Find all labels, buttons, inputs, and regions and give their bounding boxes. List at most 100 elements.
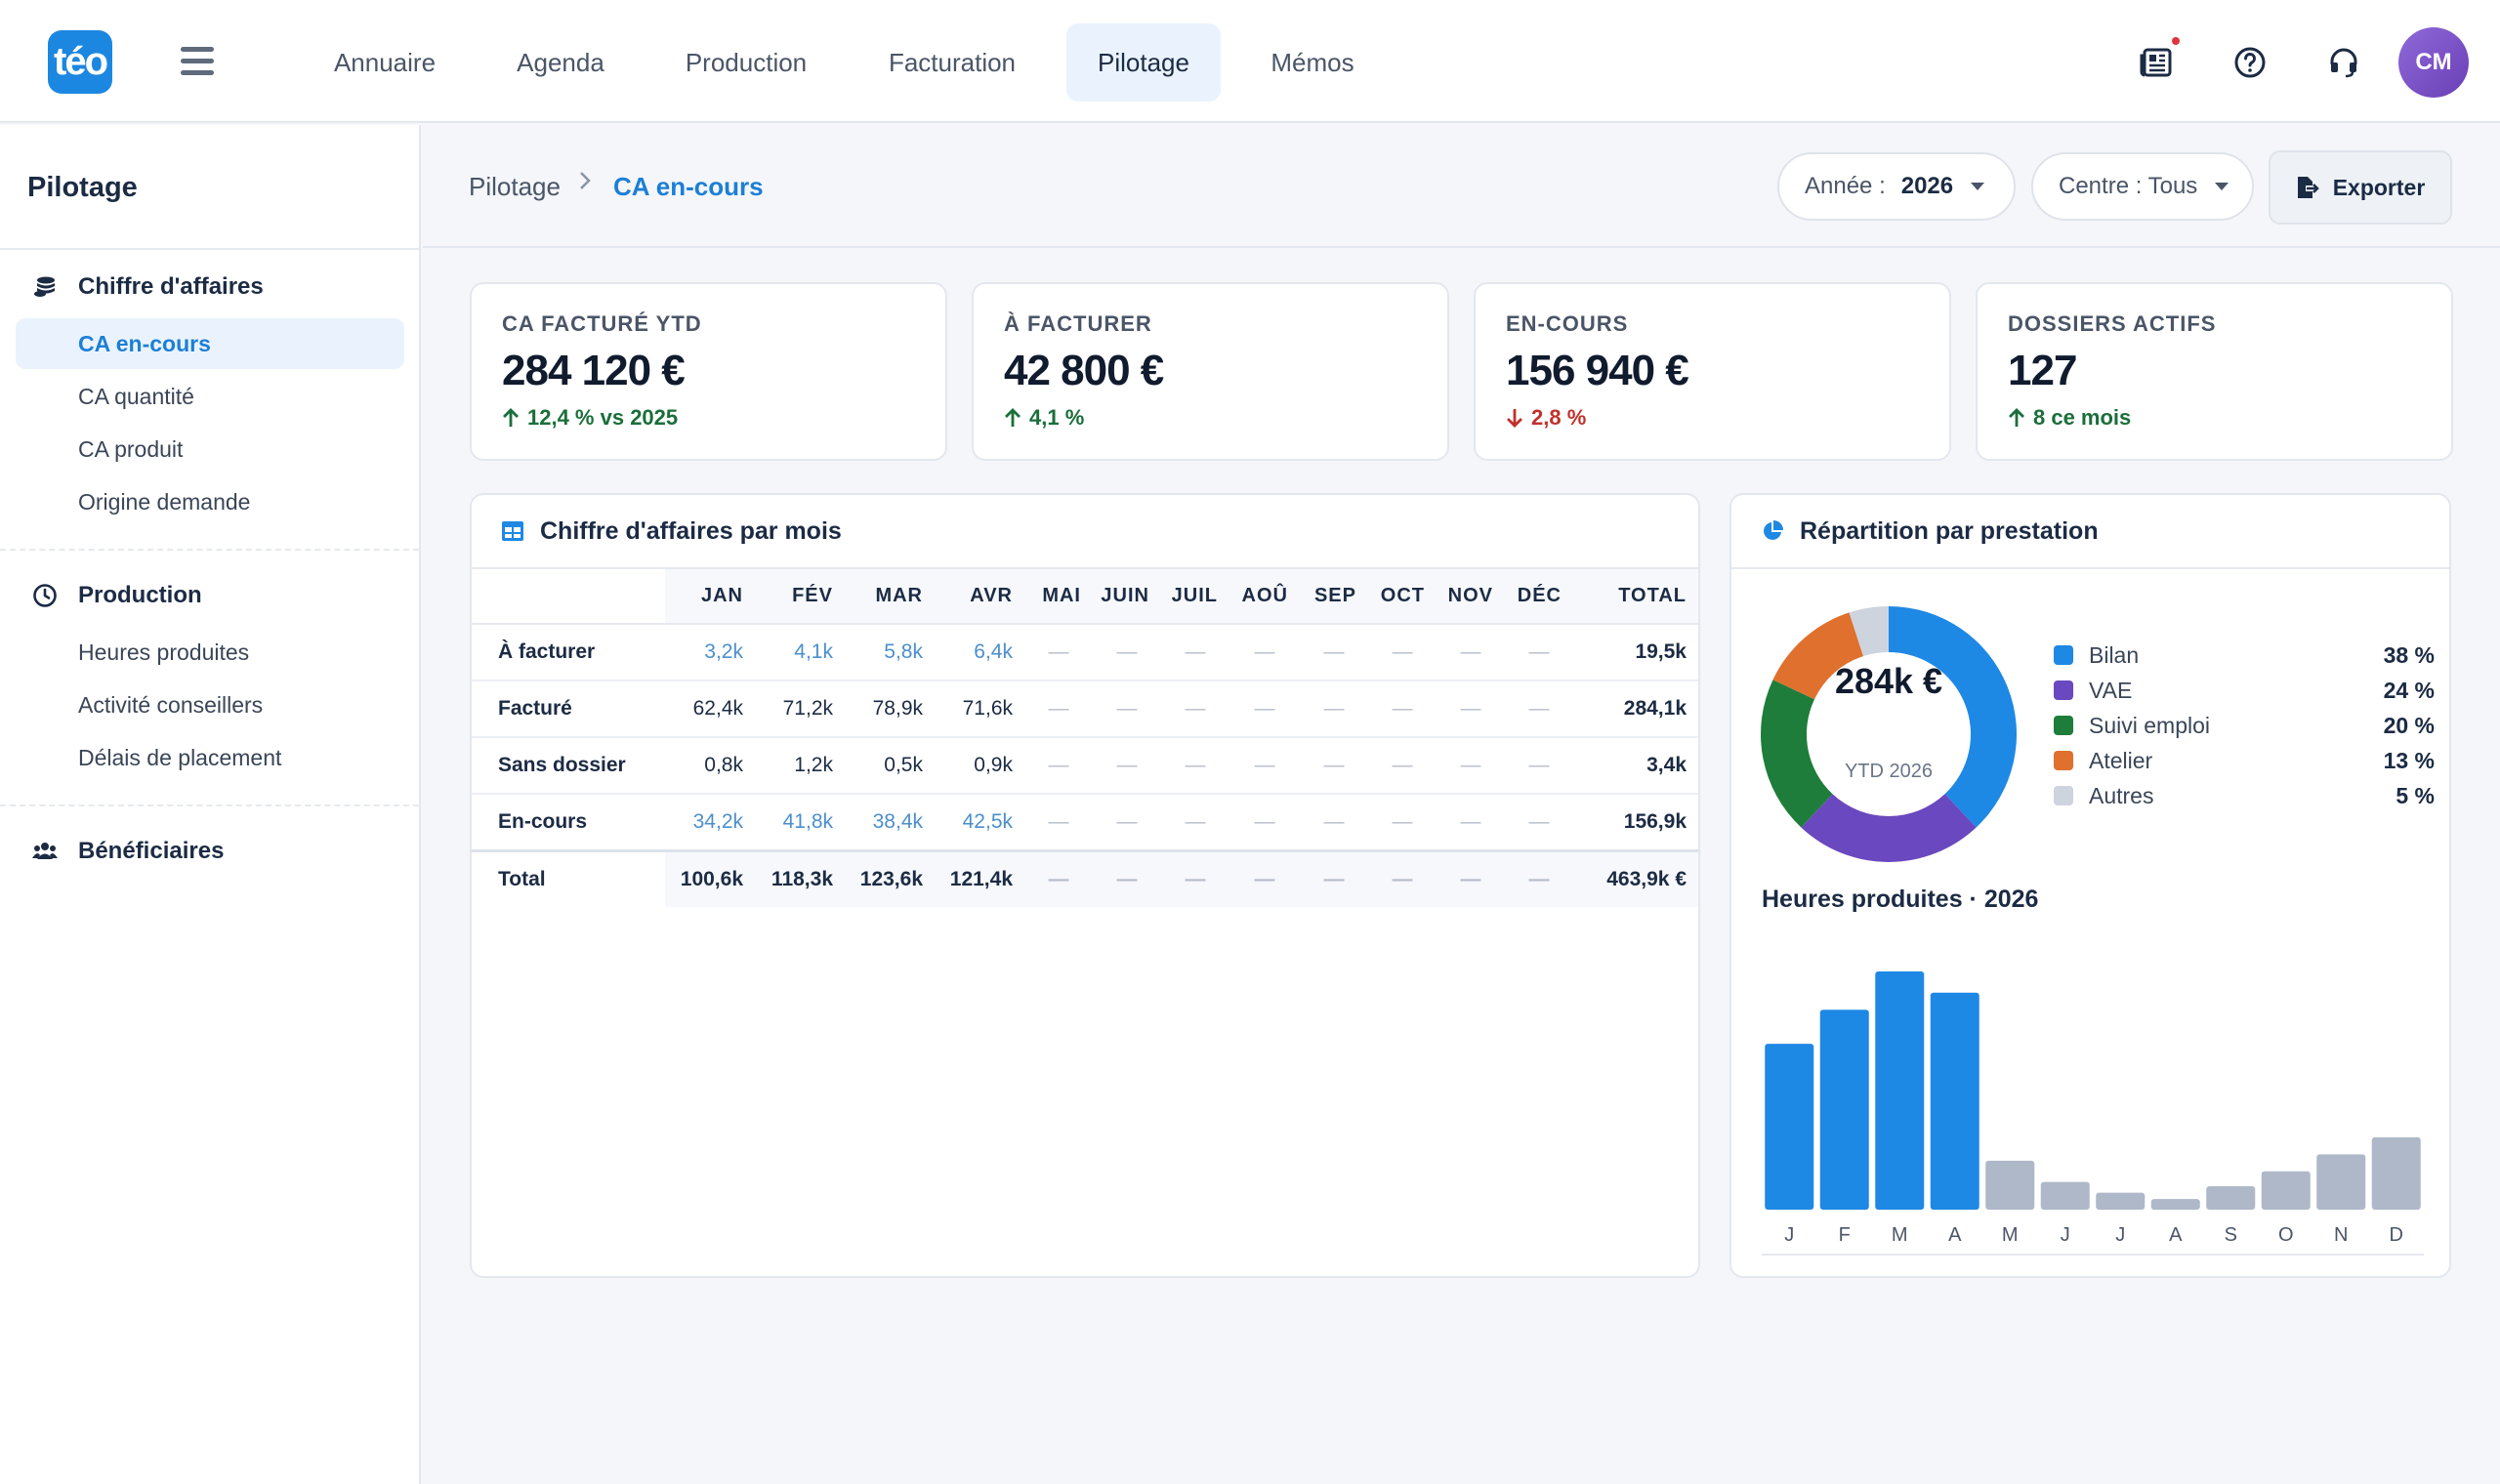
table-header-cell[interactable]: AOÛ	[1229, 569, 1300, 625]
table-header-cell[interactable]: TOTAL	[1573, 569, 1698, 625]
table-cell: —	[1161, 794, 1229, 851]
sidebar-group-beneficiaires[interactable]: Bénéficiaires	[31, 838, 224, 865]
chevron-down-icon	[1971, 183, 1985, 190]
nav-tab-production[interactable]: Production	[685, 47, 808, 77]
menu-toggle-icon[interactable]	[181, 47, 214, 76]
table-header-cell[interactable]: MAR	[845, 569, 935, 625]
table-cell: —	[1437, 848, 1505, 907]
sidebar-item-heures-produites[interactable]: Heures produites	[78, 639, 250, 665]
table-cell: —	[1229, 794, 1300, 851]
bar-4[interactable]	[1985, 1160, 2035, 1210]
table-row[interactable]: À facturer 3,2k 4,1k 5,8k 6,4k — — — — — — — —19,5k	[472, 624, 1698, 681]
bar-6[interactable]	[2096, 1192, 2146, 1210]
table-header-cell[interactable]: OCT	[1368, 569, 1437, 625]
bar-tick-label: J	[2061, 1224, 2070, 1246]
sidebar-item-ca-produit[interactable]: CA produit	[78, 435, 184, 462]
kpi-label: DOSSIERS ACTIFS	[2008, 311, 2217, 336]
table-cell: —	[1024, 794, 1093, 851]
bar-tick-label: D	[2390, 1224, 2403, 1246]
nav-tab-agenda[interactable]: Agenda	[517, 47, 604, 77]
repartition-panel: Répartition par prestation 284k € YTD 20…	[1729, 493, 2451, 1278]
centre-select-label: Centre : Tous	[2059, 173, 2198, 199]
user-avatar[interactable]: CM	[2398, 27, 2469, 98]
year-select-value: 2026	[1900, 173, 1954, 199]
arrow-up-icon	[2008, 407, 2025, 429]
legend-swatch	[2054, 680, 2073, 700]
table-cell: —	[1093, 737, 1161, 795]
nav-tab-annuaire[interactable]: Annuaire	[333, 47, 437, 77]
news-icon[interactable]	[2137, 37, 2180, 82]
donut-slice-vae[interactable]	[1801, 794, 1977, 862]
sidebar-item-activite-conseillers[interactable]: Activité conseillers	[78, 691, 264, 718]
table-header-cell[interactable]: NOV	[1437, 569, 1505, 625]
donut-slice-suivi-emploi[interactable]	[1761, 680, 1833, 828]
table-row[interactable]: Facturé 62,4k 71,2k 78,9k 71,6k — — — — — — — —284,1…	[472, 680, 1698, 738]
sidebar-item-origine-demande[interactable]: Origine demande	[78, 488, 251, 515]
table-header-cell[interactable]: JUIL	[1161, 569, 1229, 625]
table-header-cell[interactable]: JAN	[665, 569, 755, 625]
chevron-right-icon	[578, 170, 592, 198]
sidebar-group-production[interactable]: Production	[31, 582, 202, 609]
row-total: 3,4k	[1573, 737, 1698, 795]
table-cell: —	[1437, 624, 1505, 681]
year-select[interactable]: Année : 2026	[1777, 152, 2016, 221]
table-header-cell[interactable]: DÉC	[1505, 569, 1573, 625]
sidebar-item-ca-quantite[interactable]: CA quantité	[78, 383, 194, 409]
bar-2[interactable]	[1875, 971, 1925, 1210]
legend-swatch	[2054, 716, 2073, 735]
sidebar-item-delais-placement[interactable]: Délais de placement	[78, 744, 282, 770]
table-header-row: JAN FÉV MAR AVR MAI JUIN JUIL AOÛ SEP OCT NOV DÉC TO…	[472, 569, 1698, 625]
donut-slice-autres[interactable]	[1849, 606, 1889, 657]
monthly-revenue-table: JAN FÉV MAR AVR MAI JUIN JUIL AOÛ SEP OCT NOV DÉC TO…	[472, 569, 1698, 907]
nav-tab-memos[interactable]: Mémos	[1271, 47, 1354, 77]
table-cell: —	[1024, 737, 1093, 795]
bar-9[interactable]	[2261, 1171, 2311, 1210]
sidebar-divider	[0, 549, 419, 551]
centre-select[interactable]: Centre : Tous	[2031, 152, 2254, 221]
table-cell: —	[1505, 624, 1573, 681]
donut-slice-atelier[interactable]	[1772, 612, 1864, 700]
bar-5[interactable]	[2040, 1181, 2090, 1210]
sidebar-group-label: Chiffre d'affaires	[78, 273, 264, 300]
table-header-cell[interactable]: FÉV	[755, 569, 845, 625]
bar-3[interactable]	[1930, 992, 1979, 1210]
donut-center-value: 284k €	[1834, 661, 1943, 701]
hours-chart-title: Heures produites · 2026	[1762, 886, 2039, 913]
bar-1[interactable]	[1819, 1010, 1869, 1210]
monthly-revenue-panel: Chiffre d'affaires par mois JAN FÉV MAR AVR…	[470, 493, 1700, 1278]
table-header-cell[interactable]: MAI	[1024, 569, 1093, 625]
app-logo[interactable]: téo	[48, 30, 112, 94]
table-row[interactable]: Sans dossier 0,8k 1,2k 0,5k 0,9k — — — — — — — —3,4k	[472, 737, 1698, 795]
table-cell: —	[1368, 624, 1437, 681]
table-cell: —	[1437, 794, 1505, 851]
bar-tick-label: O	[2278, 1224, 2294, 1246]
donut-slice-bilan[interactable]	[1889, 606, 2017, 828]
kpi-delta: 12,4 % vs 2025	[502, 405, 678, 431]
table-cell: 3,2k	[665, 624, 755, 681]
help-icon[interactable]	[2230, 43, 2270, 82]
kpi-card-dossiers-actifs: DOSSIERS ACTIFS 127 8 ce mois	[1976, 282, 2453, 461]
bar-8[interactable]	[2206, 1186, 2256, 1210]
sidebar-item-ca-en-cours[interactable]: CA en-cours	[16, 318, 404, 369]
bar-10[interactable]	[2316, 1154, 2366, 1210]
table-header-cell[interactable]: JUIN	[1093, 569, 1161, 625]
table-cell: —	[1024, 624, 1093, 681]
legend-label: Suivi emploi	[2089, 712, 2210, 738]
sidebar-group-chiffre-affaires[interactable]: Chiffre d'affaires	[31, 273, 264, 301]
nav-tab-facturation[interactable]: Facturation	[888, 47, 1017, 77]
export-button[interactable]: Exporter	[2269, 150, 2452, 225]
breadcrumb-parent[interactable]: Pilotage	[469, 172, 561, 201]
nav-tab-pilotage[interactable]: Pilotage	[1066, 23, 1221, 102]
support-headset-icon[interactable]	[2324, 43, 2363, 82]
bar-0[interactable]	[1765, 1044, 1814, 1210]
repartition-donut-chart	[1761, 606, 2017, 862]
table-row[interactable]: En-cours 34,2k 41,8k 38,4k 42,5k — — — — — — — —156,…	[472, 794, 1698, 851]
bar-7[interactable]	[2150, 1199, 2200, 1210]
table-cell: —	[1024, 680, 1093, 738]
table-header-cell[interactable]: AVR	[935, 569, 1024, 625]
legend-label: Atelier	[2089, 747, 2153, 773]
bar-11[interactable]	[2371, 1136, 2421, 1210]
table-header-cell[interactable]: SEP	[1300, 569, 1368, 625]
table-cell: 71,6k	[935, 680, 1024, 738]
